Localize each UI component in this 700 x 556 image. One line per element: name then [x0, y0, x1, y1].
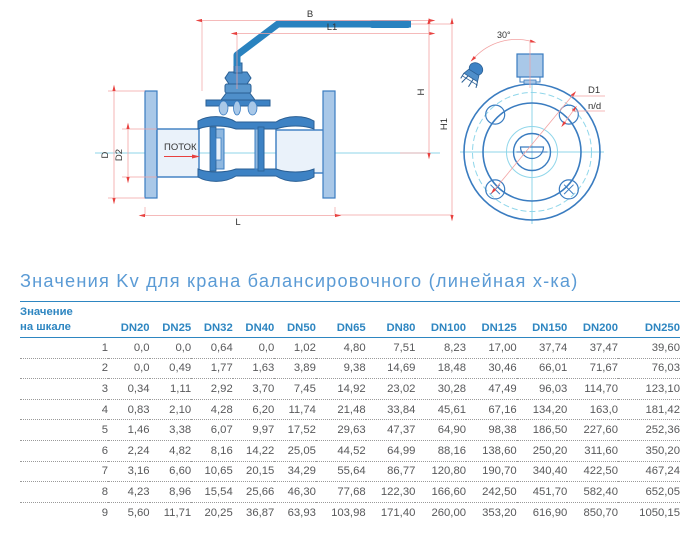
svg-text:D1: D1	[588, 85, 600, 96]
svg-text:L1: L1	[327, 22, 338, 33]
svg-text:D: D	[100, 151, 111, 158]
svg-text:B: B	[307, 9, 313, 20]
svg-text:H: H	[416, 88, 427, 95]
svg-text:30°: 30°	[497, 30, 511, 40]
svg-text:H1: H1	[439, 118, 450, 130]
svg-text:ПОТОК: ПОТОК	[164, 142, 197, 153]
svg-text:D2: D2	[114, 149, 125, 161]
svg-text:L: L	[235, 217, 240, 228]
svg-text:n/d: n/d	[588, 101, 601, 112]
